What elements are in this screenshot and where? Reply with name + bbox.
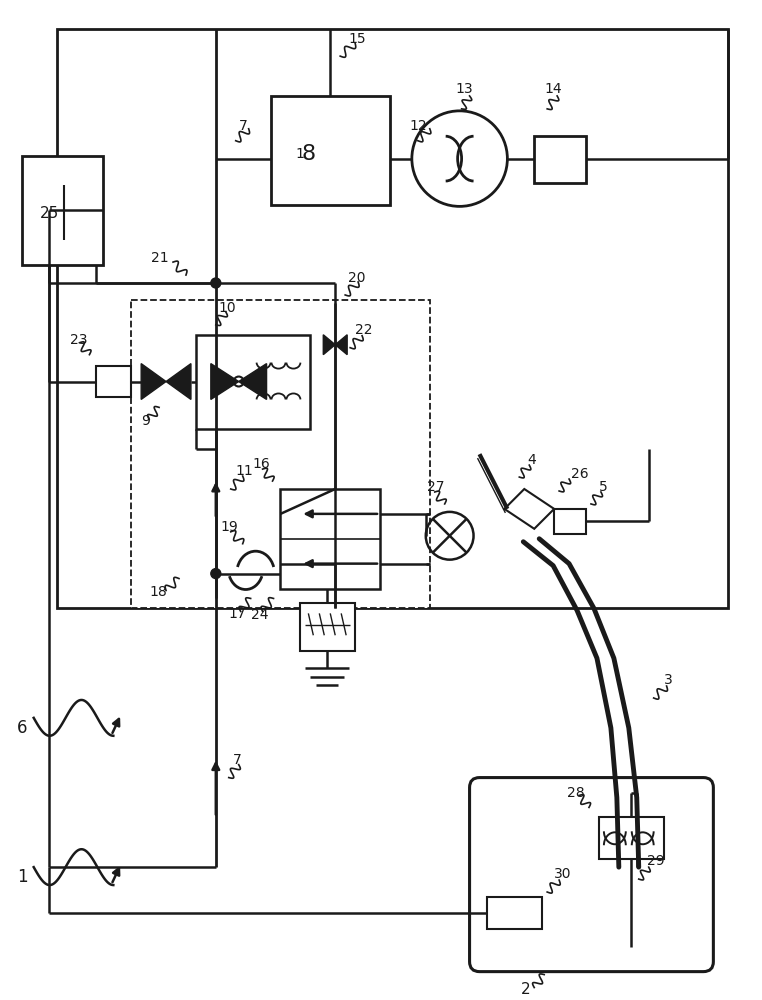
Bar	[22, 156, 104, 265]
Text: 20: 20	[348, 271, 366, 285]
Text: 22: 22	[355, 323, 373, 337]
Text: 7: 7	[239, 119, 248, 133]
Text: 15: 15	[348, 32, 366, 46]
Text: 9: 9	[141, 414, 150, 428]
Text: 3: 3	[664, 673, 672, 687]
Text: 29: 29	[647, 854, 664, 868]
Bar	[554, 509, 586, 534]
Text: 6: 6	[17, 719, 27, 737]
Bar	[300, 603, 355, 651]
Text: 1: 1	[17, 868, 27, 886]
Text: 19: 19	[221, 520, 239, 534]
Bar	[280, 489, 380, 589]
Text: 26: 26	[571, 467, 589, 481]
Circle shape	[211, 278, 221, 288]
Text: 11: 11	[235, 464, 254, 478]
Text: 27: 27	[427, 480, 444, 494]
Text: 17: 17	[229, 607, 246, 621]
FancyBboxPatch shape	[469, 778, 713, 972]
Text: 21: 21	[151, 251, 168, 265]
Polygon shape	[211, 364, 239, 399]
Bar	[488, 897, 543, 929]
Polygon shape	[323, 335, 335, 355]
Text: 14: 14	[544, 82, 562, 96]
Bar	[271, 96, 390, 205]
Text: 8: 8	[301, 144, 315, 164]
Text: 16: 16	[253, 457, 271, 471]
Text: 1: 1	[296, 147, 304, 161]
Polygon shape	[141, 364, 166, 399]
Text: 4: 4	[527, 453, 536, 467]
Bar	[534, 136, 586, 183]
Text: 23: 23	[69, 333, 87, 347]
Text: 10: 10	[219, 301, 236, 315]
Bar	[56, 29, 728, 608]
Text: 28: 28	[567, 786, 584, 800]
Text: 2: 2	[521, 982, 531, 997]
Text: 12: 12	[410, 119, 427, 133]
Bar	[196, 335, 310, 429]
Polygon shape	[239, 364, 267, 399]
Bar	[131, 300, 430, 608]
Text: 7: 7	[232, 753, 242, 767]
Polygon shape	[335, 335, 347, 355]
Text: 30: 30	[554, 867, 572, 881]
Circle shape	[211, 569, 221, 579]
Polygon shape	[166, 364, 191, 399]
Text: 24: 24	[251, 608, 268, 622]
Text: 5: 5	[599, 480, 607, 494]
Text: 25: 25	[40, 206, 59, 221]
Bar	[599, 817, 664, 859]
Bar	[97, 366, 131, 397]
Text: 13: 13	[456, 82, 473, 96]
Polygon shape	[504, 489, 554, 529]
Text: 18: 18	[149, 585, 167, 599]
